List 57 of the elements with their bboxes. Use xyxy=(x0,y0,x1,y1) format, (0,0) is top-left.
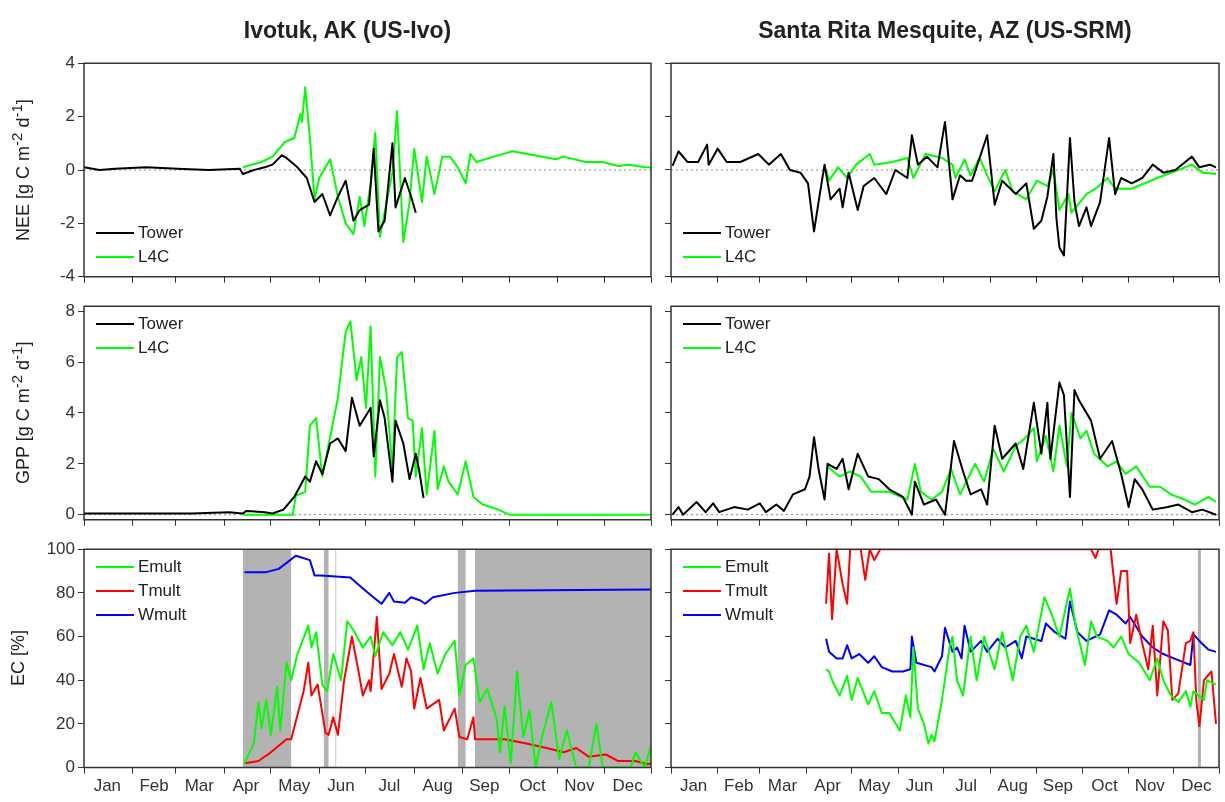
x-tick-label: Sep xyxy=(1042,776,1074,796)
y-tick-label: 100 xyxy=(46,538,75,558)
x-tick-label: May xyxy=(278,776,311,796)
y-tick-label: 8 xyxy=(65,300,75,320)
x-tick-label: Jun xyxy=(905,776,934,796)
x-tick-label: Jul xyxy=(955,776,977,796)
legend-label: Tmult xyxy=(138,580,181,603)
y-tick-label: 20 xyxy=(56,713,75,733)
legend-label: L4C xyxy=(725,245,757,268)
y-tick-label: 0 xyxy=(65,159,75,179)
y-tick-label: 2 xyxy=(65,453,75,473)
y-tick-label: 60 xyxy=(56,626,75,646)
legend-label: Tower xyxy=(138,221,184,244)
y-tick-label: 6 xyxy=(65,351,75,371)
legend-label: Tmult xyxy=(725,580,768,603)
x-tick-label: Jul xyxy=(378,776,401,796)
legend-label: L4C xyxy=(725,337,757,360)
x-tick-label: Mar xyxy=(767,776,798,796)
x-tick-label: Nov xyxy=(564,776,595,796)
y-tick-label: 2 xyxy=(65,106,75,126)
y-tick-label: 4 xyxy=(65,52,75,72)
y-tick-label: 80 xyxy=(56,582,75,602)
legend-label: Wmult xyxy=(725,604,774,627)
x-tick-label: Dec xyxy=(1181,776,1213,796)
legend-label: Tower xyxy=(725,221,771,244)
x-tick-label: Sep xyxy=(469,776,500,796)
legend-label: L4C xyxy=(138,245,170,268)
y-tick-label: 0 xyxy=(65,504,75,524)
x-tick-label: Feb xyxy=(139,776,169,796)
x-tick-label: Jan xyxy=(93,776,122,796)
legend-label: Tower xyxy=(138,313,184,336)
x-tick-label: Aug xyxy=(422,776,453,796)
chart-title: Ivotuk, AK (US-Ivo) xyxy=(242,16,453,45)
legend-label: Emult xyxy=(138,556,182,579)
legend-label: L4C xyxy=(138,337,170,360)
y-tick-label: -2 xyxy=(59,213,75,233)
chart-title: Santa Rita Mesquite, AZ (US-SRM) xyxy=(757,16,1133,45)
y-tick-label: 0 xyxy=(65,757,75,777)
x-tick-label: Feb xyxy=(724,776,754,796)
x-tick-label: Oct xyxy=(1091,776,1119,796)
x-tick-label: Apr xyxy=(814,776,842,796)
y-tick-label: 4 xyxy=(65,402,75,422)
legend-label: Emult xyxy=(725,556,769,579)
x-tick-label: Jan xyxy=(679,776,708,796)
x-tick-label: Dec xyxy=(612,776,644,796)
y-axis-title: EC [%] xyxy=(8,630,29,687)
x-tick-label: May xyxy=(858,776,891,796)
x-tick-label: Mar xyxy=(184,776,215,796)
y-tick-label: -4 xyxy=(59,266,75,286)
legend-label: Tower xyxy=(725,313,771,336)
x-tick-label: Oct xyxy=(519,776,547,796)
x-tick-label: Nov xyxy=(1134,776,1166,796)
y-tick-label: 40 xyxy=(56,669,75,689)
x-tick-label: Jun xyxy=(327,776,355,796)
x-tick-label: Apr xyxy=(232,776,260,796)
x-tick-label: Aug xyxy=(997,776,1028,796)
legend-label: Wmult xyxy=(138,604,187,627)
